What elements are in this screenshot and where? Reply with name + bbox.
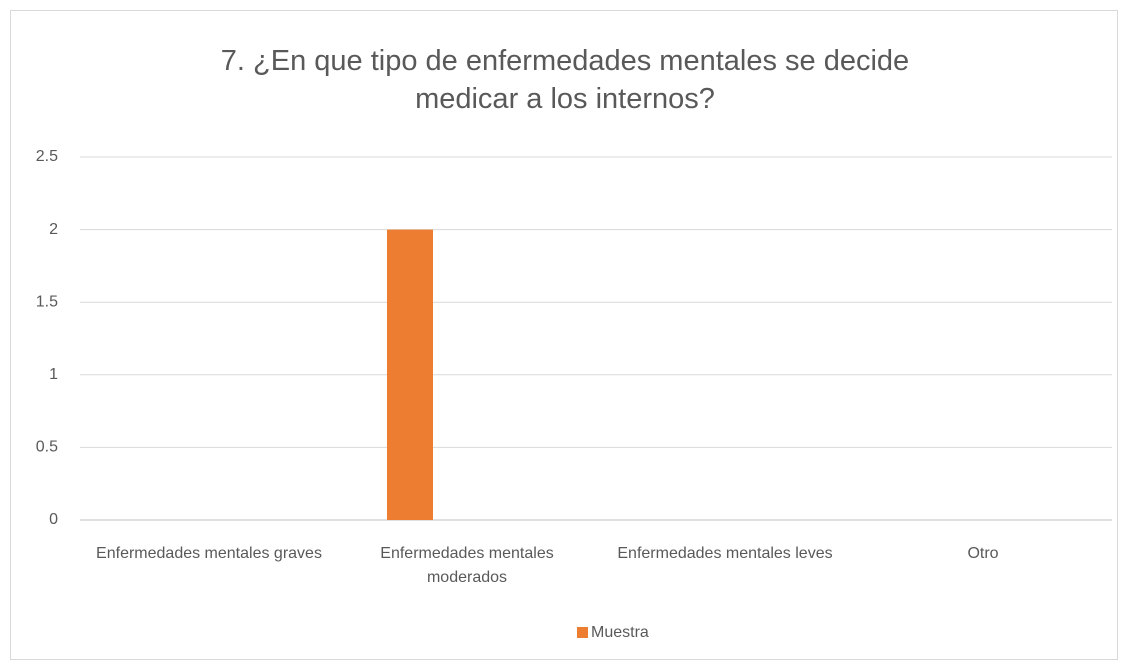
chart-frame	[10, 10, 1118, 660]
x-tick-label: Enfermedades mentales moderados	[380, 545, 554, 586]
y-tick-label: 1.5	[36, 293, 58, 310]
chart-title: 7. ¿En que tipo de enfermedades mentales…	[220, 45, 910, 115]
y-tick-label: 2	[49, 221, 58, 238]
y-tick-label: 0.5	[36, 439, 58, 456]
x-tick-label: Enfermedades mentales leves	[617, 545, 833, 562]
legend-swatch	[577, 627, 588, 638]
x-tick-label: Enfermedades mentales graves	[96, 545, 322, 562]
y-tick-label: 1	[49, 366, 58, 383]
x-tick-label: Otro	[967, 545, 999, 562]
y-tick-label: 0	[49, 511, 58, 528]
bar	[387, 229, 433, 520]
y-tick-label: 2.5	[36, 148, 58, 165]
legend-label: Muestra	[591, 624, 649, 641]
